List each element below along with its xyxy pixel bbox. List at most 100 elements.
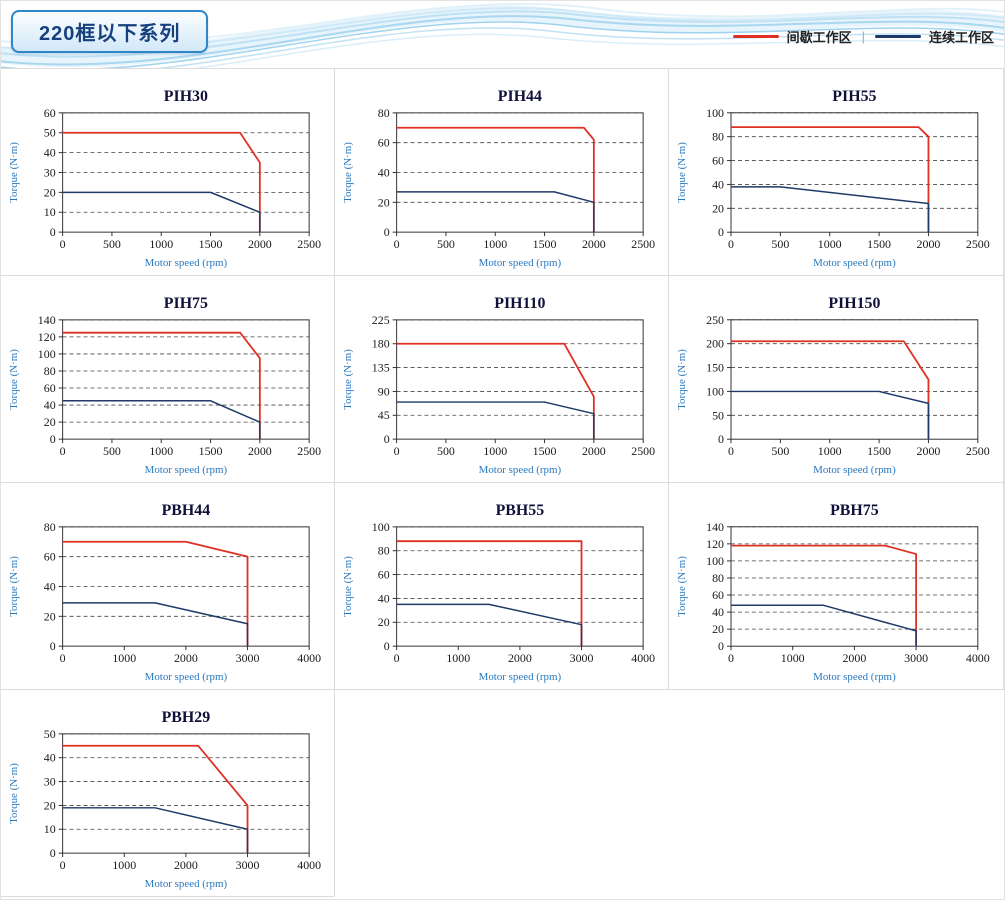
- svg-text:45: 45: [378, 408, 390, 422]
- svg-text:100: 100: [706, 384, 724, 398]
- svg-text:1000: 1000: [483, 444, 507, 458]
- svg-text:PBH55: PBH55: [496, 502, 545, 519]
- svg-text:1500: 1500: [199, 237, 223, 251]
- svg-text:3000: 3000: [236, 858, 260, 872]
- svg-text:20: 20: [44, 798, 56, 812]
- svg-text:20: 20: [44, 415, 56, 429]
- svg-text:Torque (N·m): Torque (N·m): [8, 142, 20, 203]
- svg-text:Motor speed (rpm): Motor speed (rpm): [145, 878, 228, 890]
- svg-text:2000: 2000: [174, 858, 198, 872]
- svg-text:0: 0: [718, 432, 724, 446]
- chart-pih55: 0 500 1000 1500 2000 2500 0 20 40 60 80 100 PIH55 Mot…: [676, 88, 990, 269]
- chart-pih75: 0 500 1000 1500 2000 2500 0 20 40 60 80 100 120 140 PI…: [8, 295, 321, 476]
- svg-text:Motor speed (rpm): Motor speed (rpm): [479, 257, 562, 269]
- svg-text:3000: 3000: [904, 651, 928, 665]
- svg-text:2500: 2500: [966, 237, 990, 251]
- svg-text:0: 0: [394, 444, 400, 458]
- legend: 间歇工作区 | 连续工作区: [732, 27, 994, 46]
- svg-text:0: 0: [384, 225, 390, 239]
- chart-cell-pih30: 0 500 1000 1500 2000 2500 0 10 20 30 40 50 60 PIH30 Mo…: [1, 69, 335, 276]
- svg-text:100: 100: [706, 554, 724, 568]
- svg-text:80: 80: [378, 544, 390, 558]
- svg-text:PBH44: PBH44: [162, 502, 211, 519]
- svg-text:0: 0: [60, 444, 66, 458]
- svg-text:60: 60: [712, 588, 724, 602]
- svg-text:1000: 1000: [818, 444, 842, 458]
- svg-text:PIH30: PIH30: [164, 88, 208, 105]
- svg-text:60: 60: [712, 154, 724, 168]
- chart-cell-pbh44: 0 1000 2000 3000 4000 0 20 40 60 80 PBH44 Motor spe…: [1, 483, 335, 690]
- svg-text:30: 30: [44, 165, 56, 179]
- svg-text:100: 100: [38, 347, 56, 361]
- svg-text:80: 80: [712, 130, 724, 144]
- svg-text:Motor speed (rpm): Motor speed (rpm): [145, 671, 228, 683]
- svg-text:40: 40: [378, 165, 390, 179]
- svg-text:PBH75: PBH75: [830, 502, 879, 519]
- svg-text:80: 80: [712, 571, 724, 585]
- svg-text:Torque (N·m): Torque (N·m): [342, 142, 354, 203]
- intermittent-line-icon: [732, 35, 779, 38]
- svg-text:60: 60: [44, 106, 56, 120]
- svg-text:100: 100: [372, 520, 390, 534]
- svg-text:0: 0: [50, 225, 56, 239]
- svg-text:0: 0: [728, 651, 734, 665]
- svg-text:0: 0: [60, 237, 66, 251]
- chart-cell-pih150: 0 500 1000 1500 2000 2500 0 50 100 150 200 250 PIH15…: [669, 276, 1004, 483]
- svg-text:500: 500: [771, 444, 789, 458]
- svg-text:Torque (N·m): Torque (N·m): [8, 763, 20, 824]
- chart-cell-pih75: 0 500 1000 1500 2000 2500 0 20 40 60 80 100 120 140 PI…: [1, 276, 335, 483]
- chart-cell-pbh75: 0 1000 2000 3000 4000 0 20 40 60 80 100 120 140 PBH75…: [669, 483, 1004, 690]
- svg-text:Torque (N·m): Torque (N·m): [676, 349, 688, 410]
- chart-pbh55: 0 1000 2000 3000 4000 0 20 40 60 80 100 PBH55 Motor …: [342, 502, 655, 683]
- svg-text:1000: 1000: [112, 651, 136, 665]
- svg-text:500: 500: [103, 444, 121, 458]
- svg-text:4000: 4000: [631, 651, 655, 665]
- svg-text:10: 10: [44, 822, 56, 836]
- svg-text:Torque (N·m): Torque (N·m): [676, 142, 688, 203]
- chart-pih110: 0 500 1000 1500 2000 2500 0 45 90 135 180 225 PIH110…: [342, 295, 655, 476]
- svg-text:2500: 2500: [297, 444, 321, 458]
- continuous-line-icon: [874, 35, 921, 38]
- svg-text:20: 20: [44, 185, 56, 199]
- svg-text:140: 140: [706, 520, 724, 534]
- svg-text:PIH55: PIH55: [832, 88, 876, 105]
- svg-text:0: 0: [60, 858, 66, 872]
- svg-text:1000: 1000: [149, 444, 173, 458]
- empty-cell: [669, 690, 1004, 897]
- svg-text:Motor speed (rpm): Motor speed (rpm): [813, 671, 896, 683]
- svg-text:500: 500: [103, 237, 121, 251]
- svg-text:Torque (N·m): Torque (N·m): [342, 349, 354, 410]
- svg-text:Torque (N·m): Torque (N·m): [8, 556, 20, 617]
- svg-text:PBH29: PBH29: [162, 709, 211, 726]
- svg-text:Motor speed (rpm): Motor speed (rpm): [479, 671, 562, 683]
- legend-separator: |: [861, 29, 865, 44]
- svg-text:1000: 1000: [446, 651, 470, 665]
- svg-text:40: 40: [44, 579, 56, 593]
- chart-pbh29: 0 1000 2000 3000 4000 0 10 20 30 40 50 PBH29 Motor s…: [8, 709, 321, 890]
- svg-text:30: 30: [44, 775, 56, 789]
- svg-text:500: 500: [437, 237, 455, 251]
- svg-text:60: 60: [44, 381, 56, 395]
- svg-text:PIH110: PIH110: [494, 295, 545, 312]
- svg-text:50: 50: [44, 126, 56, 140]
- svg-text:1000: 1000: [483, 237, 507, 251]
- empty-cell: [335, 690, 669, 897]
- svg-text:2000: 2000: [917, 444, 941, 458]
- svg-text:Motor speed (rpm): Motor speed (rpm): [479, 464, 562, 476]
- svg-text:1500: 1500: [533, 237, 557, 251]
- svg-text:2000: 2000: [842, 651, 866, 665]
- svg-text:PIH75: PIH75: [164, 295, 208, 312]
- svg-text:80: 80: [44, 364, 56, 378]
- chart-cell-pbh29: 0 1000 2000 3000 4000 0 10 20 30 40 50 PBH29 Motor s…: [1, 690, 335, 897]
- svg-text:90: 90: [378, 384, 390, 398]
- charts-grid: 0 500 1000 1500 2000 2500 0 10 20 30 40 50 60 PIH30 Mo…: [1, 68, 1004, 897]
- svg-text:Torque (N·m): Torque (N·m): [342, 556, 354, 617]
- chart-cell-pih44: 0 500 1000 1500 2000 2500 0 20 40 60 80 PIH44 Motor …: [335, 69, 669, 276]
- legend-label-intermittent: 间歇工作区: [786, 30, 852, 45]
- svg-text:0: 0: [60, 651, 66, 665]
- svg-text:2500: 2500: [966, 444, 990, 458]
- svg-text:20: 20: [712, 622, 724, 636]
- svg-text:Motor speed (rpm): Motor speed (rpm): [813, 257, 896, 269]
- svg-text:80: 80: [378, 106, 390, 120]
- svg-text:0: 0: [50, 432, 56, 446]
